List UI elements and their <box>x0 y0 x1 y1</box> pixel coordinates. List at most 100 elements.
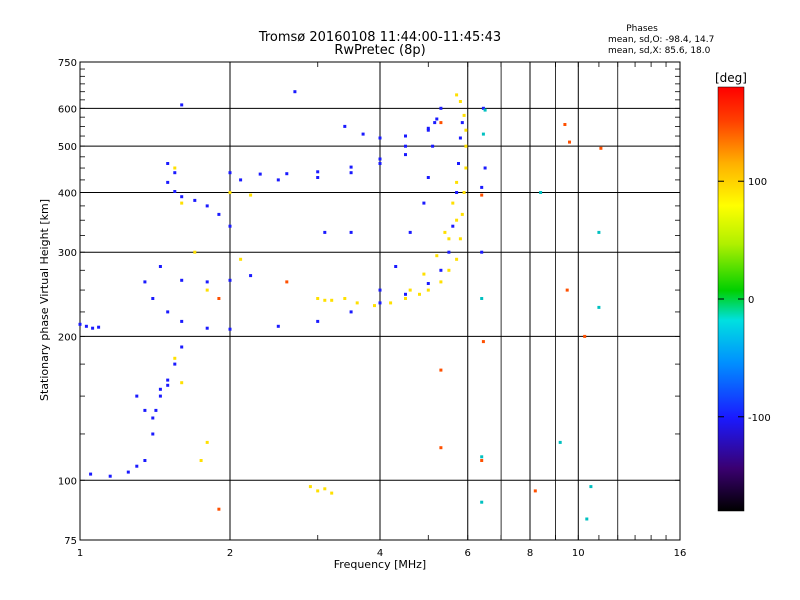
data-point <box>443 230 447 234</box>
data-point <box>483 108 487 112</box>
data-point <box>84 324 88 328</box>
data-point <box>533 489 537 493</box>
data-point <box>158 387 162 391</box>
data-point <box>458 237 462 241</box>
data-point <box>480 193 484 197</box>
data-point <box>166 383 170 387</box>
data-point <box>135 464 139 468</box>
data-point <box>349 310 353 314</box>
data-point <box>458 136 462 140</box>
data-point <box>565 288 569 292</box>
data-point <box>258 172 262 176</box>
data-point <box>589 485 593 489</box>
data-point <box>151 297 155 300</box>
data-point <box>217 297 221 300</box>
x-tick-label: 6 <box>465 548 471 559</box>
data-point <box>239 257 243 261</box>
data-point <box>166 310 170 314</box>
data-point <box>439 121 443 125</box>
y-tick-label: 100 <box>58 476 77 487</box>
data-point <box>455 257 459 261</box>
y-tick-label: 600 <box>58 104 77 115</box>
data-point <box>481 106 485 110</box>
data-point <box>458 100 462 103</box>
data-point <box>323 487 327 491</box>
grid <box>80 62 680 540</box>
data-point <box>193 250 197 254</box>
data-point <box>480 297 484 300</box>
data-point <box>439 280 443 284</box>
data-point <box>422 272 426 276</box>
data-point <box>180 195 184 199</box>
data-point <box>480 500 484 504</box>
data-point <box>481 132 485 136</box>
data-point <box>276 178 280 182</box>
data-point <box>460 121 464 125</box>
y-tick-label: 200 <box>58 332 77 343</box>
data-point <box>464 166 468 170</box>
data-point <box>439 268 443 272</box>
data-point <box>349 230 353 234</box>
data-point <box>154 408 158 412</box>
data-point <box>455 93 459 97</box>
data-point <box>464 128 468 132</box>
data-point <box>143 459 147 462</box>
data-point <box>455 218 459 222</box>
data-point <box>447 268 451 272</box>
data-point <box>404 153 407 157</box>
data-point <box>431 144 435 148</box>
x-tick-label: 10 <box>572 548 585 559</box>
data-point <box>91 326 95 330</box>
data-point <box>568 140 571 144</box>
chart-title: Tromsø 20160108 11:44:00-11:45:43 <box>258 30 501 45</box>
data-points <box>78 90 603 521</box>
data-point <box>97 325 101 329</box>
data-point <box>316 297 320 300</box>
data-point <box>173 190 177 193</box>
colorbar-label: [deg] <box>715 71 747 85</box>
data-point <box>460 212 464 216</box>
data-point <box>316 489 320 493</box>
data-point <box>151 416 155 420</box>
colorbar-tick-label: -100 <box>748 413 771 424</box>
data-point <box>394 265 398 268</box>
data-point <box>439 446 443 450</box>
data-point <box>433 121 437 125</box>
x-tick-labels: 1 2 4 6 8 10 16 <box>77 548 687 559</box>
data-point <box>228 171 232 175</box>
data-point <box>343 297 347 300</box>
data-point <box>455 180 459 184</box>
data-point <box>418 292 421 296</box>
data-point <box>285 172 289 176</box>
data-point <box>404 297 407 300</box>
data-point <box>597 305 601 309</box>
data-point <box>180 278 184 282</box>
colorbar: [deg] 100 0 -100 <box>715 71 771 512</box>
data-point <box>378 301 382 305</box>
data-point <box>239 178 243 182</box>
data-point <box>426 288 430 292</box>
plot-area: 1 2 4 6 8 10 16 75 100 200 300 400 500 600 750 <box>58 58 686 559</box>
ticks <box>79 61 681 541</box>
data-point <box>108 474 112 478</box>
data-point <box>180 201 184 205</box>
y-tick-label: 750 <box>58 58 77 69</box>
x-tick-label: 16 <box>674 548 687 559</box>
data-point <box>361 132 365 136</box>
data-point <box>480 455 484 459</box>
data-point <box>464 144 468 148</box>
data-point <box>78 322 82 326</box>
data-point <box>151 432 155 436</box>
data-point <box>330 298 334 302</box>
data-point <box>228 278 232 282</box>
x-tick-label: 8 <box>527 548 533 559</box>
data-point <box>173 171 177 175</box>
data-point <box>451 224 455 228</box>
data-point <box>597 230 601 234</box>
data-point <box>462 113 466 117</box>
y-tick-label: 500 <box>58 142 77 153</box>
colorbar-ticks: 100 0 -100 <box>718 177 771 424</box>
data-point <box>404 144 407 148</box>
data-point <box>228 224 232 228</box>
